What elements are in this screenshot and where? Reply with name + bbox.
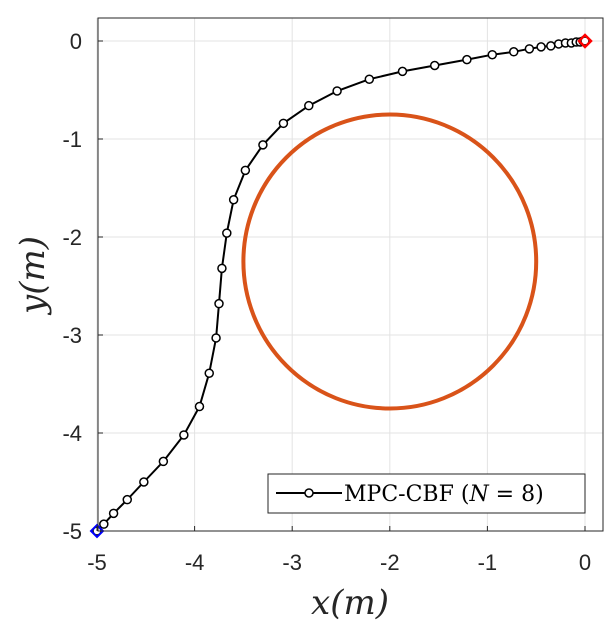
y-tick-label-3: -3 [62,323,82,348]
trajectory-point [332,86,342,96]
x-tick-label-0: -5 [87,550,107,575]
y-tick-label-2: -2 [62,225,82,250]
trajectory-markers [92,36,590,536]
obstacle-circle [241,112,539,411]
endpoint-markers [89,33,593,539]
trajectory-point [214,298,224,309]
trajectory-point [179,430,189,440]
y-tick-label-0: 0 [70,29,82,54]
trajectory-point [122,494,133,505]
trajectory-point [99,519,109,529]
legend-marker-sample [304,488,314,498]
trajectory-point [139,477,149,487]
x-tick-label-2: -3 [282,550,302,575]
legend-label-prefix: MPC-CBF ( [344,482,469,507]
grid [96,18,603,532]
trajectory-line [96,40,585,532]
trajectory-point [546,41,556,51]
y-tick-label-4: -4 [62,421,82,446]
trajectory-point [524,44,535,54]
trajectory-point [278,118,289,129]
x-tick-label-1: -4 [185,550,205,575]
trajectory-point [397,66,408,77]
trajectory-point [580,36,590,46]
legend-label-var: N [468,482,489,507]
trajectory-point [487,49,498,60]
goal-marker [577,33,593,49]
trajectory-point [429,60,440,71]
trajectory-point [509,47,519,57]
y-tick-label-1: -1 [62,127,82,152]
trajectory-point [222,228,232,238]
plot-frame [97,17,604,532]
start-marker [89,523,105,539]
trajectory-point [211,333,221,343]
trajectory-point [536,42,546,52]
obstacle-layer [241,112,539,411]
x-axis-label: x(m) [311,583,389,623]
ticks: -5 -4 -3 -2 -1 0 0 -1 -2 -3 -4 -5 [62,29,591,575]
legend-label-suffix: = 8) [489,482,544,507]
trajectory-point [108,508,119,519]
trajectory-point [228,195,239,205]
trajectory-layer [96,40,585,532]
trajectory-point [194,401,205,412]
trajectory-point [204,368,214,378]
trajectory-point [304,100,314,111]
trajectory-point [158,456,169,467]
y-axis-label: y(m) [13,236,53,316]
x-tick-label-5: 0 [579,550,591,575]
x-tick-label-4: -1 [478,550,498,575]
trajectory-point [462,54,472,65]
trajectory-point [217,263,227,274]
x-tick-label-3: -2 [380,550,400,575]
legend: MPC-CBF (N = 8) [267,473,586,514]
legend-entry-label: MPC-CBF (N = 8) [344,482,544,507]
trajectory-point [364,74,375,84]
y-tick-label-5: -5 [62,519,82,544]
trajectory-point [258,140,268,150]
trajectory-point [240,165,251,176]
